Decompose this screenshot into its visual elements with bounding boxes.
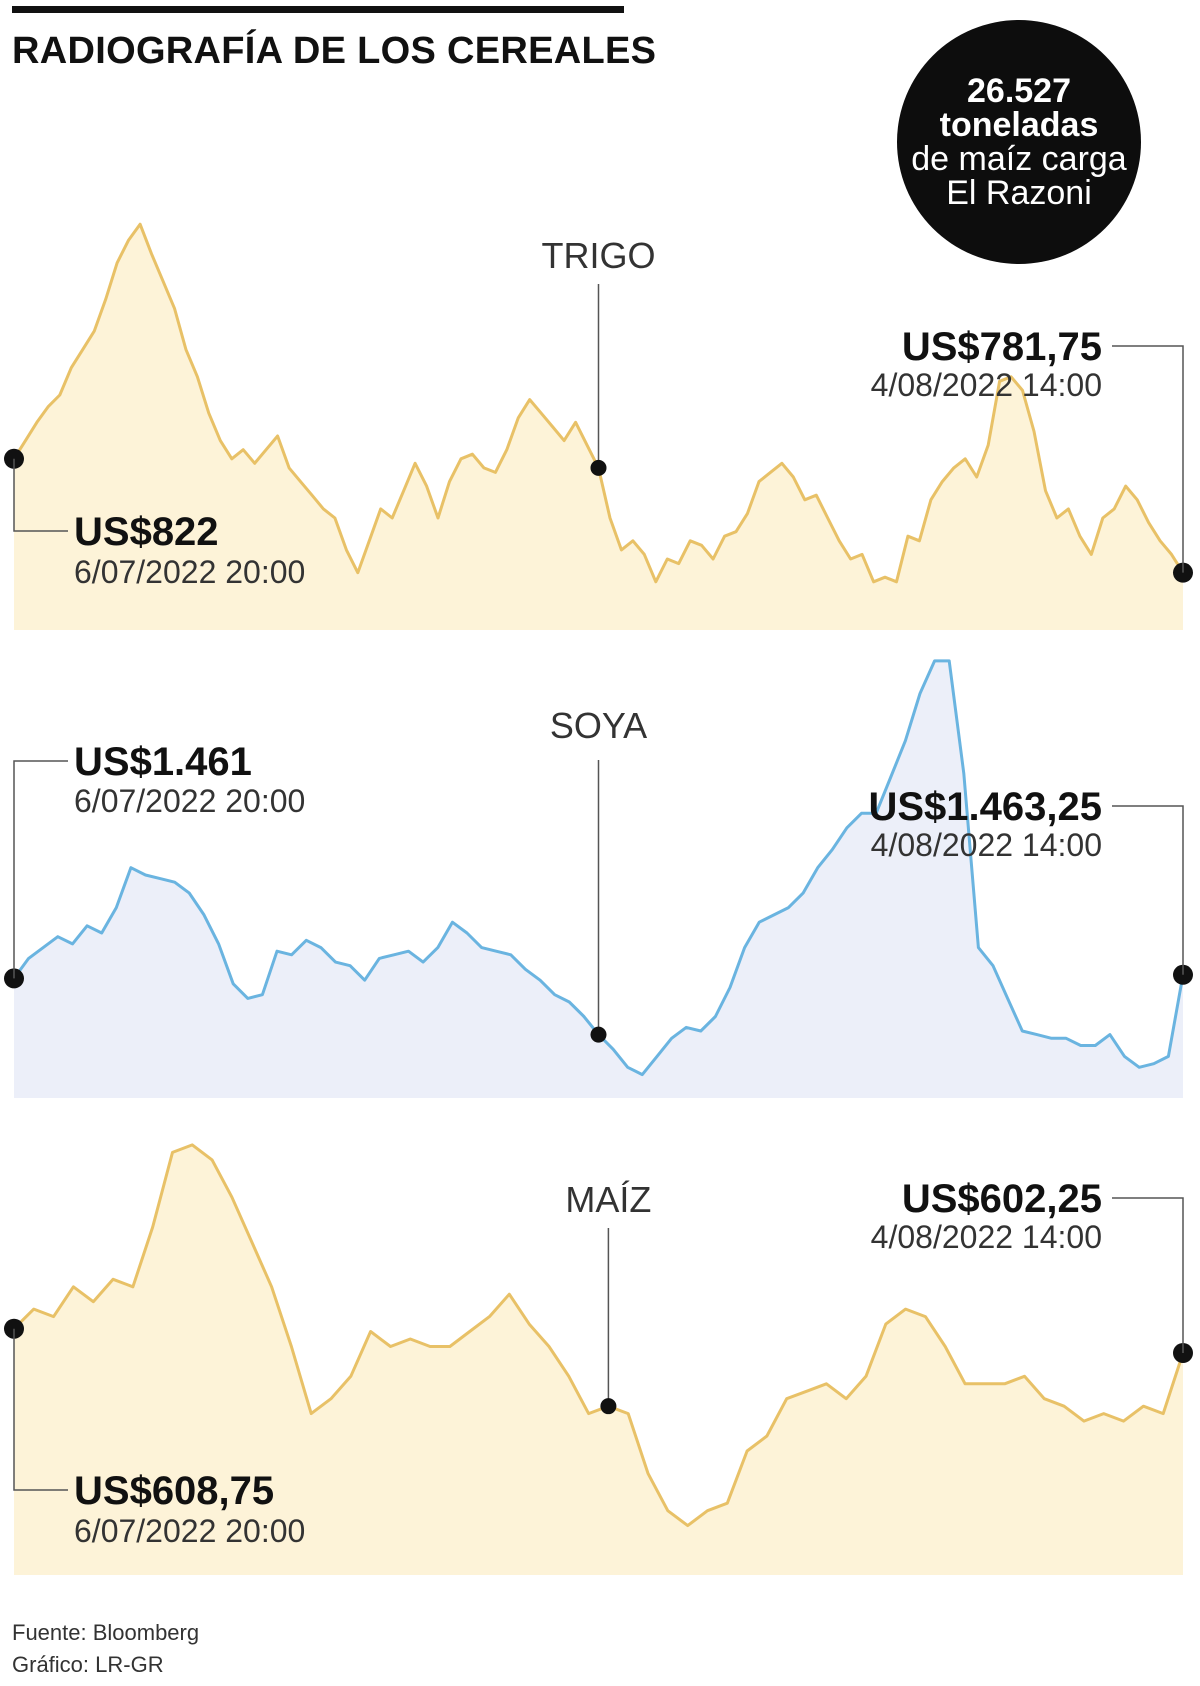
trigo-end-date: 4/08/2022 14:00: [871, 367, 1102, 403]
source-note: Fuente: Bloomberg: [12, 1620, 200, 1645]
badge-number: 26.527: [967, 72, 1071, 110]
soya-mid-dot: [590, 1026, 607, 1043]
trigo-area-fill: [14, 224, 1183, 630]
soya-end-value: US$1.463,25: [868, 785, 1102, 829]
maiz-series-line: [12, 1143, 1185, 1528]
trigo-end-connector: [1112, 345, 1184, 573]
badge-vessel: El Razoni: [946, 174, 1092, 212]
maiz-end-connector: [1112, 1197, 1184, 1353]
graphic-credit: Gráfico: LR-GR: [12, 1652, 164, 1677]
trigo-start-connector: [13, 458, 68, 532]
panel-maiz: MAÍZ US$608,756/07/2022 20:00 US$602,254/0…: [4, 1143, 1193, 1575]
title-rule: [12, 6, 624, 13]
maiz-start-connector: [13, 1328, 68, 1491]
soya-start-connector: [13, 760, 68, 979]
badge-unit: toneladas: [939, 106, 1099, 144]
soya-area-fill: [14, 660, 1183, 1098]
maiz-end-date: 4/08/2022 14:00: [871, 1219, 1102, 1255]
trigo-end-value: US$781,75: [902, 325, 1102, 369]
maiz-end-value: US$602,25: [902, 1177, 1102, 1221]
maiz-start-date: 6/07/2022 20:00: [74, 1513, 305, 1549]
soya-end-date: 4/08/2022 14:00: [871, 827, 1102, 863]
trigo-series-name: TRIGO: [542, 235, 656, 276]
chart-title: RADIOGRAFÍA DE LOS CEREALES: [12, 30, 657, 72]
trigo-mid-dot: [590, 459, 607, 476]
soya-end-connector: [1112, 805, 1184, 975]
badge-text: de maíz carga: [911, 140, 1127, 178]
soya-start-value: US$1.461: [74, 740, 252, 784]
maiz-series-name: MAÍZ: [565, 1179, 651, 1220]
maiz-start-value: US$608,75: [74, 1469, 274, 1513]
soya-start-date: 6/07/2022 20:00: [74, 783, 305, 819]
info-badge: 26.527 toneladas de maíz carga El Razoni: [897, 20, 1141, 264]
soya-series-name: SOYA: [550, 705, 647, 746]
trigo-start-value: US$822: [74, 510, 219, 554]
trigo-start-date: 6/07/2022 20:00: [74, 554, 305, 590]
maiz-mid-dot: [600, 1398, 617, 1415]
maiz-area-fill: [14, 1144, 1183, 1575]
